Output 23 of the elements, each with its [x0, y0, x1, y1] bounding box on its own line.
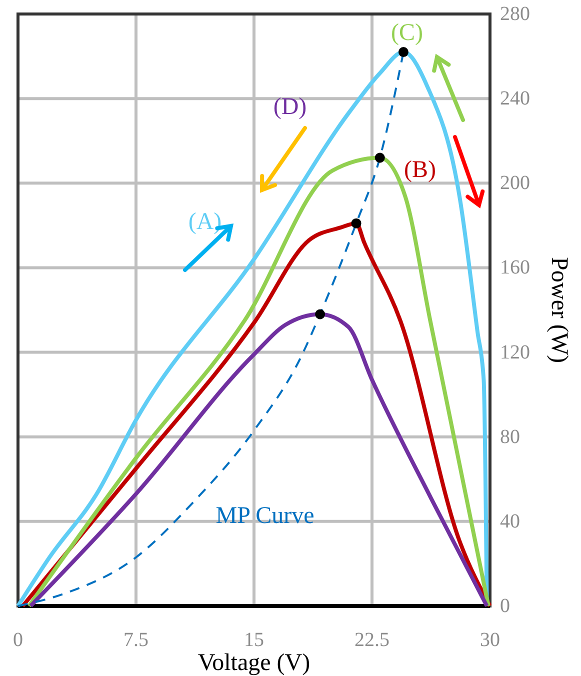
y-tick-label: 80: [500, 426, 520, 448]
annotation: (B): [404, 157, 436, 183]
x-tick-label: 22.5: [354, 629, 390, 651]
point: [315, 309, 326, 320]
point: [351, 218, 362, 228]
y-tick-label: 0: [500, 595, 510, 617]
y-tick-label: 120: [500, 341, 530, 364]
x-axis-title: Voltage (V): [198, 650, 310, 676]
point: [374, 152, 385, 163]
y-tick-label: 40: [500, 510, 520, 532]
y-tick-label: 240: [500, 88, 530, 110]
annotation: (C): [391, 20, 423, 46]
y-tick-label: 160: [500, 256, 530, 279]
x-tick-label: 30: [480, 629, 500, 651]
x-tick-label: 0: [13, 629, 23, 651]
x-tick-label: 7.5: [124, 629, 148, 651]
annotation: MP Curve: [216, 503, 314, 529]
annotation: (D): [273, 94, 307, 120]
y-axis-title: Power (W): [546, 257, 572, 363]
x-tick-label: 15: [244, 629, 264, 651]
y-tick-label: 280: [500, 3, 530, 25]
y-tick-label: 200: [500, 172, 530, 194]
point: [398, 47, 408, 58]
